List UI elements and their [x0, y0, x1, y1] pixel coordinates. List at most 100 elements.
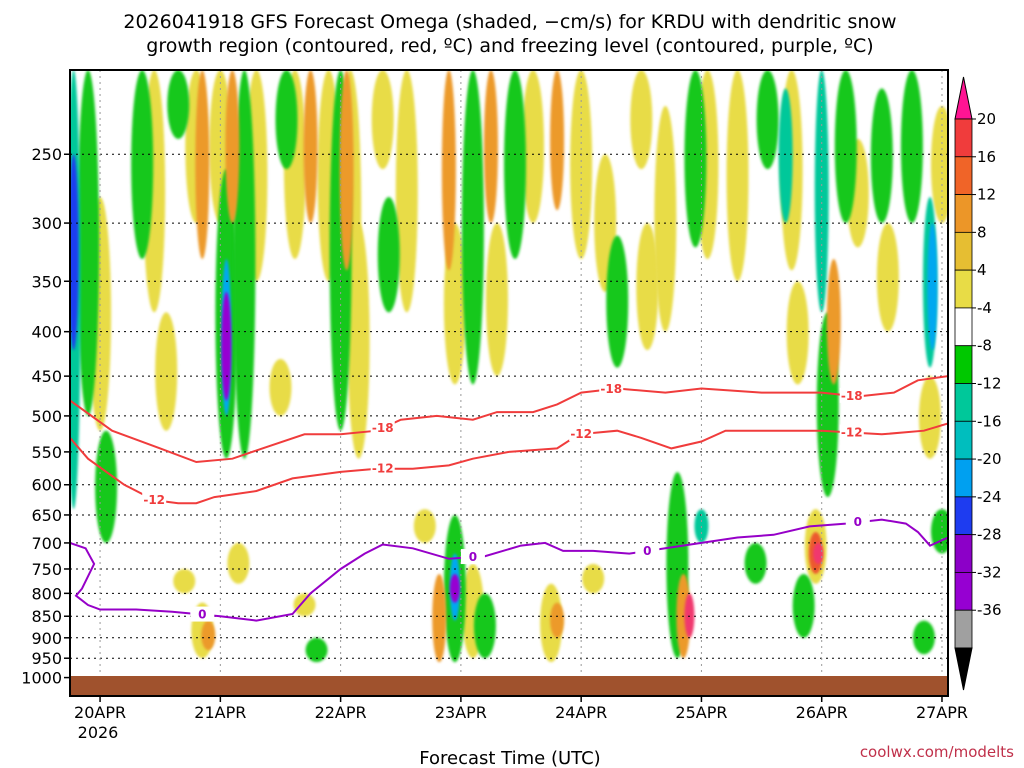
colorbar-label-12: -32: [977, 563, 1002, 581]
omega-shade-67: [303, 70, 318, 224]
y-tick-label-450: 450: [31, 367, 62, 386]
y-tick-label-850: 850: [31, 607, 62, 626]
omega-shade-41: [167, 70, 190, 139]
y-tick-label-650: 650: [31, 506, 62, 525]
chart-title-line-2: growth region (contoured, red, ºC) and f…: [146, 35, 873, 57]
omega-shade-38: [77, 70, 100, 416]
colorbar-label-6: -8: [977, 337, 992, 355]
omega-shade-15: [371, 70, 394, 170]
omega-shade-27: [636, 223, 659, 351]
omega-shade-26: [630, 70, 653, 170]
y-tick-label-600: 600: [31, 476, 62, 495]
omega-shade-37: [930, 105, 948, 224]
contour-label-minus-12-0: -12: [143, 493, 165, 507]
omega-shade-32: [786, 281, 809, 385]
chart-title-line-1: 2026041918 GFS Forecast Omega (shaded, −…: [123, 11, 896, 33]
credit-text: coolwx.com/modelts: [860, 743, 1014, 761]
x-tick-label-22APR: 22APR: [315, 703, 367, 722]
colorbar-segment-3: [954, 194, 973, 233]
contour-label-bg-zero-0: [190, 606, 215, 622]
colorbar-label-13: -36: [977, 601, 1002, 619]
omega-shade-19: [485, 223, 508, 377]
omega-shade-72: [550, 70, 565, 211]
contour-label-minus-12-2: -12: [570, 427, 592, 441]
contour-label-bg-zero-2: [635, 542, 660, 558]
colorbar-segment-7: [954, 345, 973, 384]
omega-shade-87: [70, 154, 79, 351]
colorbar-segment-2: [954, 156, 973, 195]
contour-label-bg-minus-18-0: [370, 419, 395, 435]
y-tick-label-800: 800: [31, 584, 62, 603]
omega-shade-52: [606, 235, 629, 368]
contour-label-minus-18-0: -18: [372, 421, 394, 435]
y-tick-label-300: 300: [31, 214, 62, 233]
colorbar-top-arrow: [954, 76, 973, 120]
contour-zero: [70, 518, 948, 622]
y-tick-label-500: 500: [31, 407, 62, 426]
y-tick-label-400: 400: [31, 323, 62, 342]
omega-shade-69: [441, 70, 456, 271]
omega-shade-39: [95, 430, 118, 543]
contour-minus-18: [70, 375, 948, 464]
contour-label-zero-0: 0: [198, 608, 206, 622]
contour-label-zero-1: 0: [469, 550, 477, 564]
omega-shade-44: [275, 70, 298, 170]
colorbar-segment-14: [954, 609, 973, 649]
y-tick-label-750: 750: [31, 560, 62, 579]
omega-shade-55: [744, 542, 767, 584]
omega-shade-45: [305, 637, 328, 663]
plot-frame: [69, 69, 949, 697]
contour-label-bg-minus-12-2: [569, 426, 594, 442]
colorbar-label-2: 12: [977, 186, 996, 204]
colorbar-label-4: 4: [977, 261, 987, 279]
colorbar-bottom-arrow: [954, 647, 973, 691]
x-tick-label-24APR: 24APR: [555, 703, 607, 722]
y-tick-label-700: 700: [31, 534, 62, 553]
colorbar-label-11: -28: [977, 526, 1002, 544]
omega-shade-60: [870, 88, 893, 224]
omega-shade-51: [504, 70, 527, 260]
omega-shade-50: [473, 593, 496, 659]
x-tick-label-23APR: 23APR: [435, 703, 487, 722]
omega-shade-59: [834, 70, 857, 224]
colorbar-segment-12: [954, 534, 973, 573]
contour-label-zero-3: 0: [854, 515, 862, 529]
omega-shade-47: [377, 197, 400, 313]
omega-shade-17: [413, 509, 436, 543]
omega-shade-64: [195, 70, 210, 260]
colorbar-segment-9: [954, 420, 973, 460]
colorbar-segment-11: [954, 496, 973, 536]
contour-label-bg-minus-12-0: [142, 492, 167, 508]
omega-shade-65: [201, 620, 216, 651]
omega-shade-36: [918, 376, 941, 459]
omega-shade-7: [227, 542, 250, 584]
y-tick-label-950: 950: [31, 649, 62, 668]
omega-shade-70: [432, 573, 447, 663]
x-axis-title: Forecast Time (UTC): [419, 748, 600, 768]
y-tick-label-250: 250: [31, 145, 62, 164]
x-tick-label-25APR: 25APR: [675, 703, 727, 722]
omega-shade-73: [550, 602, 565, 638]
omega-shade-49: [461, 70, 484, 385]
contour-label-bg-minus-12-1: [370, 460, 395, 476]
x-tick-label-27APR: 27APR: [916, 703, 968, 722]
omega-shade-14: [347, 223, 370, 459]
omega-shade-54: [684, 70, 707, 248]
omega-shade-88: [221, 291, 232, 401]
omega-shade-23: [570, 70, 593, 260]
omega-shade-3: [173, 568, 196, 594]
contour-label-bg-minus-18-1: [599, 381, 624, 397]
omega-shade-21: [522, 70, 545, 224]
omega-shade-24: [582, 563, 605, 594]
colorbar-label-5: -4: [977, 299, 992, 317]
colorbar-segment-6: [954, 307, 973, 347]
omega-shade-16: [395, 70, 418, 313]
omega-shade-30: [726, 70, 749, 282]
omega-shade-28: [654, 105, 677, 332]
y-tick-label-900: 900: [31, 629, 62, 648]
contour-label-minus-12-3: -12: [841, 426, 863, 440]
omega-shade-57: [792, 573, 815, 638]
omega-shade-78: [778, 88, 793, 224]
contour-label-bg-zero-3: [845, 514, 870, 530]
